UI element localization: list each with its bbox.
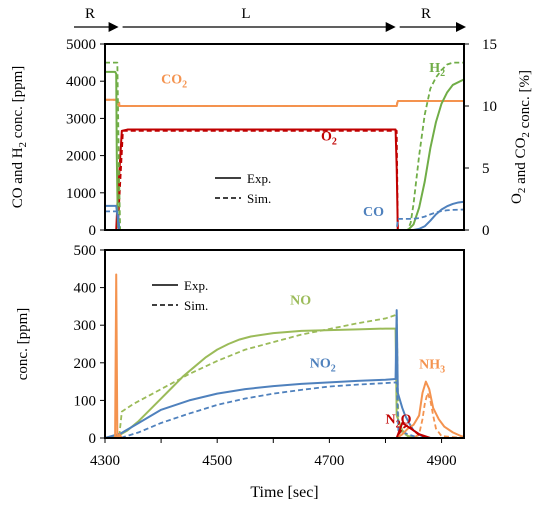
bottom-panel: 0 100 200 300 400 500 4300 4500 4700 4900 NO NO2 NH3… — [15, 243, 465, 501]
top-series-o2-sim — [105, 129, 464, 231]
phase-label-l: L — [241, 6, 250, 22]
bottom-label-n2o: N2O — [385, 413, 411, 431]
top-ylabel: CO and H2 conc. [ppm] — [10, 66, 29, 209]
phase-arrow-head — [108, 22, 119, 32]
top-ytick-label: 3000 — [66, 111, 96, 127]
bottom-xlabel: Time [sec] — [250, 484, 318, 501]
bottom-ytick-label: 400 — [74, 281, 97, 297]
top-label-co2: CO2 — [161, 73, 187, 91]
bottom-ylabel: conc. [ppm] — [15, 308, 31, 380]
bottom-series-no2-exp — [104, 309, 464, 439]
bottom-ytick-label: 200 — [74, 356, 97, 372]
legend-sim-label: Sim. — [184, 298, 208, 313]
top-plot-frame — [104, 43, 465, 231]
top-ytick-label: 0 — [89, 223, 97, 239]
bottom-ytick-label: 300 — [74, 318, 97, 334]
bottom-xtick-label: 4500 — [202, 453, 232, 469]
phase-arrow-head — [385, 22, 396, 32]
top-panel: 0 1000 2000 3000 4000 5000 0 5 10 15 CO2 O2 H2 CO Exp.… — [10, 37, 533, 239]
bottom-series-no2-sim — [105, 381, 464, 439]
top-y2tick-label: 10 — [482, 99, 497, 115]
top-label-h2: H2 — [429, 61, 445, 79]
top-ytick-label: 5000 — [66, 37, 96, 53]
bottom-ytick-label: 500 — [74, 243, 97, 259]
bottom-label-no2: NO2 — [310, 356, 336, 374]
bottom-series-no-sim — [105, 313, 464, 439]
top-series-co-sim — [105, 208, 465, 231]
top-y2tick-label: 15 — [482, 37, 497, 53]
bottom-series-nh3-sim — [105, 391, 465, 439]
top-label-co: CO — [363, 205, 384, 220]
legend-sim-label: Sim. — [247, 191, 271, 206]
phase-label-bg — [418, 5, 434, 21]
bottom-series-no-exp — [104, 327, 464, 439]
bottom-xtick-label: 4900 — [427, 453, 457, 469]
bottom-label-no: NO — [290, 294, 311, 309]
top-y2tick-label: 0 — [482, 223, 490, 239]
legend-exp-label: Exp. — [247, 171, 271, 186]
top-y2tick-label: 5 — [482, 161, 490, 177]
bottom-ytick-label: 100 — [74, 393, 97, 409]
top-label-o2: O2 — [321, 130, 337, 148]
legend-exp-label: Exp. — [184, 278, 208, 293]
phase-arrow-head — [456, 22, 466, 32]
bottom-label-nh3: NH3 — [419, 357, 445, 375]
phase-label-bg — [82, 5, 98, 21]
top-series-h2-exp — [105, 70, 465, 231]
top-ytick-label: 2000 — [66, 149, 96, 165]
bottom-plot-frame — [104, 249, 465, 439]
top-y2label: O2 and CO2 conc. [%] — [509, 70, 533, 204]
bottom-xtick-label: 4300 — [90, 453, 120, 469]
bottom-ytick-label: 0 — [89, 431, 97, 447]
phase-label-r: R — [85, 6, 95, 22]
top-ytick-label: 4000 — [66, 74, 96, 90]
bottom-xtick-label: 4700 — [314, 453, 344, 469]
top-ytick-label: 1000 — [66, 186, 96, 202]
top-series-h2-sim — [105, 61, 464, 231]
phase-label-r: R — [421, 6, 431, 22]
phase-label-bg — [238, 5, 254, 21]
top-series-o2-exp — [105, 128, 464, 231]
